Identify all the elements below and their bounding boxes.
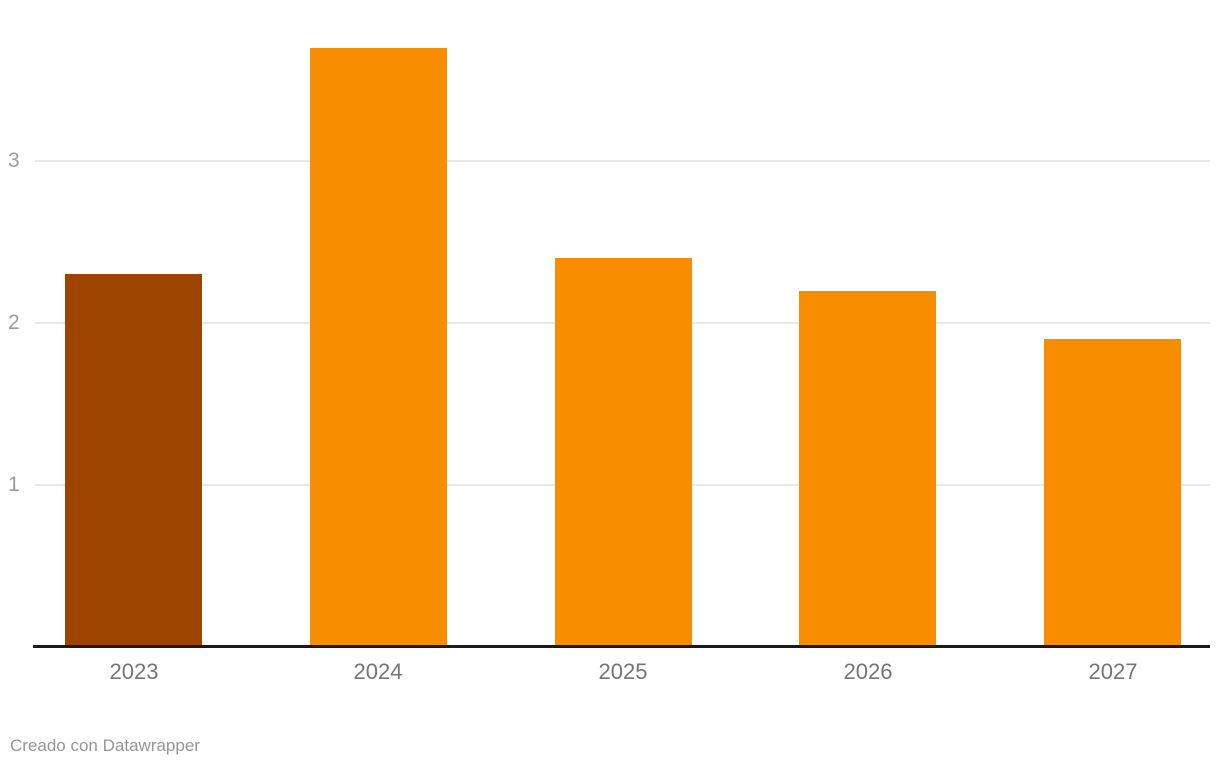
x-tick-label-2027: 2027 (1088, 659, 1138, 684)
datawrapper-attribution-link[interactable]: Creado con Datawrapper (10, 736, 200, 755)
bar-2027 (1044, 339, 1181, 647)
y-tick-label-3: 3 (8, 149, 20, 172)
gridline-y-3 (35, 160, 1210, 162)
x-tick-label-2024: 2024 (353, 659, 403, 684)
bar-2024 (310, 48, 447, 647)
bar-2023 (65, 274, 202, 647)
x-tick-label-2026: 2026 (843, 659, 893, 684)
x-tick-label-2025: 2025 (598, 659, 648, 684)
y-tick-label-1: 1 (8, 473, 20, 496)
x-axis-line (33, 645, 1210, 648)
x-tick-label-2023: 2023 (109, 659, 159, 684)
y-tick-label-2: 2 (8, 311, 20, 334)
plot-area: 1 2 3 (8, 48, 1210, 647)
bar-2025 (555, 258, 692, 647)
bar-2026 (799, 291, 936, 647)
